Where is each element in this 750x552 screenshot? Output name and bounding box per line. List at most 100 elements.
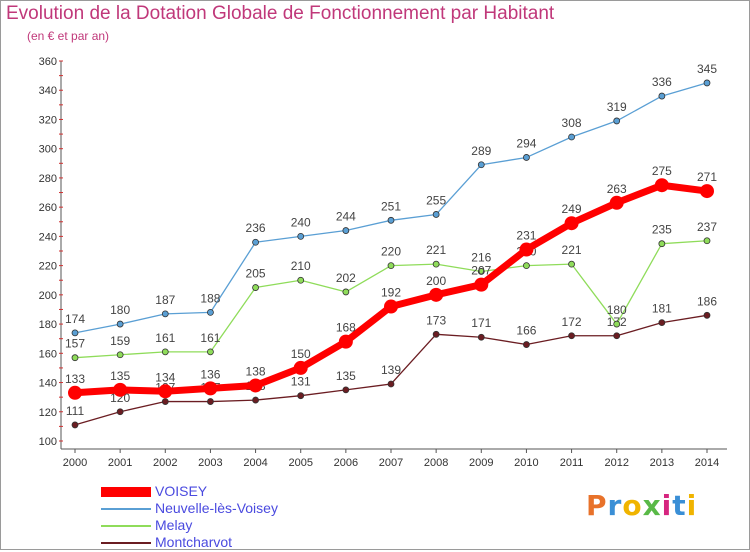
data-point xyxy=(71,329,79,337)
x-tick-label: 2014 xyxy=(695,457,719,469)
data-label: 136 xyxy=(200,367,220,381)
y-tick-label: 140 xyxy=(39,378,57,390)
data-label: 308 xyxy=(562,116,582,130)
data-point xyxy=(613,332,621,340)
proxiti-logo: Proxiti xyxy=(586,489,698,522)
data-point xyxy=(116,408,124,416)
y-tick-label: 360 xyxy=(39,56,57,68)
legend-swatch xyxy=(101,542,151,544)
data-label: 159 xyxy=(110,334,130,348)
data-label: 255 xyxy=(426,193,446,207)
y-tick-label: 180 xyxy=(39,319,57,331)
data-label: 168 xyxy=(336,321,356,335)
data-label: 235 xyxy=(652,223,672,237)
x-tick-label: 2011 xyxy=(560,457,584,469)
data-point xyxy=(207,348,214,356)
data-label: 187 xyxy=(155,293,175,307)
y-tick-label: 280 xyxy=(39,173,57,185)
legend-label: Melay xyxy=(155,517,193,533)
data-point xyxy=(703,237,711,245)
legend-swatch xyxy=(101,508,151,510)
data-point xyxy=(703,311,711,319)
data-point xyxy=(432,260,440,268)
data-label: 134 xyxy=(155,370,175,384)
data-point xyxy=(252,238,259,246)
data-label: 263 xyxy=(607,182,627,196)
data-label: 240 xyxy=(291,215,311,229)
data-label: 172 xyxy=(562,315,582,329)
data-point xyxy=(297,276,305,284)
data-label: 210 xyxy=(291,259,311,273)
data-point xyxy=(207,398,214,405)
data-point xyxy=(568,260,575,268)
data-label: 135 xyxy=(336,369,356,383)
data-label: 237 xyxy=(697,220,717,234)
y-tick-label: 300 xyxy=(39,144,57,156)
data-point xyxy=(564,216,579,231)
data-point xyxy=(432,330,440,338)
x-tick-label: 2003 xyxy=(198,457,222,469)
data-label: 131 xyxy=(291,375,311,389)
data-point xyxy=(429,287,444,302)
data-label: 186 xyxy=(697,294,717,308)
data-point xyxy=(523,341,530,348)
data-label: 220 xyxy=(381,245,401,259)
data-point xyxy=(252,284,259,291)
x-tick-label: 2008 xyxy=(424,457,448,469)
data-point xyxy=(203,381,218,396)
data-point xyxy=(116,320,124,328)
data-point xyxy=(342,386,350,394)
data-label: 157 xyxy=(65,337,85,351)
y-tick-label: 160 xyxy=(39,348,57,360)
x-tick-label: 2005 xyxy=(288,457,312,469)
data-point xyxy=(523,262,530,270)
data-point xyxy=(474,277,489,292)
data-point xyxy=(161,348,169,356)
data-label: 188 xyxy=(200,291,220,305)
data-point xyxy=(432,211,440,218)
chart-title: Evolution de la Dotation Globale de Fonc… xyxy=(6,3,555,24)
legend-swatch xyxy=(101,487,151,497)
x-tick-label: 2004 xyxy=(243,457,267,469)
data-point xyxy=(654,178,669,193)
data-label: 294 xyxy=(516,136,536,150)
data-label: 249 xyxy=(562,202,582,216)
data-point xyxy=(297,392,305,400)
x-tick-label: 2013 xyxy=(650,457,674,469)
data-point xyxy=(342,288,350,296)
data-label: 135 xyxy=(110,369,130,383)
x-tick-label: 2002 xyxy=(153,457,177,469)
x-tick-label: 2001 xyxy=(108,457,132,469)
data-point xyxy=(207,308,214,316)
data-point xyxy=(609,195,624,210)
data-label: 336 xyxy=(652,75,672,89)
x-tick-label: 2007 xyxy=(379,457,403,469)
data-point xyxy=(387,262,395,270)
y-tick-label: 320 xyxy=(39,114,57,126)
chart-subtitle: (en € et par an) xyxy=(27,29,110,43)
data-point xyxy=(338,334,353,349)
x-tick-label: 2012 xyxy=(604,457,628,469)
data-label: 289 xyxy=(471,144,491,158)
data-point xyxy=(658,319,666,327)
data-point xyxy=(703,79,711,87)
data-point xyxy=(158,384,173,399)
y-tick-label: 240 xyxy=(39,231,57,243)
data-point xyxy=(68,385,82,400)
data-label: 345 xyxy=(697,62,717,76)
data-label: 180 xyxy=(110,303,130,317)
data-label: 138 xyxy=(246,364,266,378)
data-label: 161 xyxy=(200,331,220,345)
data-label: 271 xyxy=(697,170,717,184)
data-label: 150 xyxy=(291,347,311,361)
data-label: 221 xyxy=(562,243,582,257)
data-point xyxy=(477,161,485,169)
y-tick-label: 260 xyxy=(39,202,57,214)
data-point xyxy=(116,351,124,359)
x-tick-label: 2006 xyxy=(334,457,358,469)
data-point xyxy=(519,242,534,257)
legend-label: Montcharvot xyxy=(155,534,233,550)
data-point xyxy=(613,117,621,125)
data-point xyxy=(387,216,395,224)
